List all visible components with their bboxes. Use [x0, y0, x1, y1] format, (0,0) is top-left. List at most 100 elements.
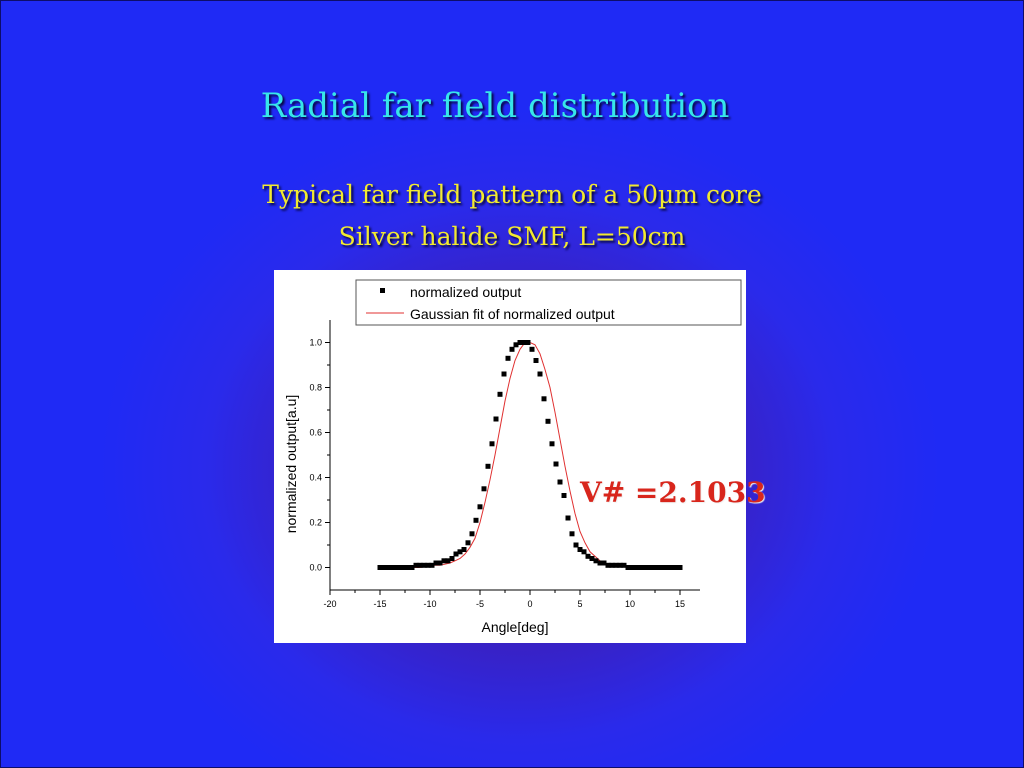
data-point — [445, 558, 451, 564]
data-point — [457, 549, 463, 555]
y-tick-label: 0.2 — [309, 518, 322, 528]
x-axis-label: Angle[deg] — [482, 619, 549, 635]
data-point — [409, 565, 415, 570]
data-point — [501, 371, 507, 377]
data-point — [393, 565, 399, 570]
data-point — [649, 565, 655, 570]
data-point — [473, 517, 479, 523]
data-point — [385, 565, 391, 570]
data-point — [537, 371, 543, 377]
data-point — [593, 558, 599, 564]
data-point — [481, 486, 487, 492]
data-point — [609, 562, 615, 568]
data-point — [509, 346, 515, 352]
data-point — [561, 493, 567, 498]
data-point — [525, 340, 531, 345]
y-tick-label: 0.8 — [309, 383, 322, 393]
data-point — [533, 358, 539, 363]
data-point — [485, 463, 491, 469]
data-point — [645, 565, 651, 570]
y-tick-label: 0.0 — [309, 563, 322, 573]
legend: normalized output Gaussian fit of normal… — [355, 279, 742, 326]
marker-layer — [377, 340, 683, 570]
data-point — [521, 340, 527, 345]
data-point — [377, 565, 383, 570]
data-point — [529, 346, 535, 352]
chart-panel: -20 -15 -10 -5 0 5 10 15 0.0 0.2 0.4 0.6 0.8 1.0 norm… — [274, 270, 746, 643]
data-point — [553, 461, 559, 467]
data-point — [677, 565, 683, 570]
legend-marker-swatch — [380, 288, 385, 293]
data-point — [461, 547, 467, 552]
data-point — [421, 562, 427, 568]
v-number-annotation: V# =2.1033 — [580, 476, 766, 509]
x-tick-label: 10 — [625, 599, 635, 609]
slide-subtitle-line2: Silver halide SMF, L=50cm — [338, 222, 686, 251]
data-point — [641, 565, 647, 570]
data-point — [617, 562, 623, 568]
data-point — [621, 562, 627, 568]
data-point — [469, 531, 475, 537]
data-point — [441, 558, 447, 564]
slide-subtitle-line1: Typical far field pattern of a 50µm core — [262, 180, 762, 209]
x-tick-label: 15 — [675, 599, 685, 609]
data-point — [449, 556, 455, 561]
y-tick-label: 0.6 — [309, 428, 322, 438]
data-point — [429, 562, 435, 568]
legend-box — [355, 279, 742, 326]
x-tick-label: 0 — [527, 599, 532, 609]
data-point — [581, 549, 587, 555]
data-point — [489, 441, 495, 447]
data-point — [637, 565, 643, 570]
data-point — [465, 540, 471, 546]
data-point — [661, 565, 667, 570]
data-point — [541, 396, 547, 402]
data-point — [601, 560, 607, 566]
data-point — [381, 565, 387, 570]
data-point — [557, 479, 563, 485]
data-point — [493, 416, 499, 422]
data-point — [633, 565, 639, 570]
data-point — [653, 565, 659, 570]
legend-label-fit: Gaussian fit of normalized output — [410, 306, 615, 322]
data-point — [597, 560, 603, 566]
data-point — [549, 441, 555, 447]
data-point — [437, 560, 443, 566]
far-field-chart: -20 -15 -10 -5 0 5 10 15 0.0 0.2 0.4 0.6 0.8 1.0 norm… — [283, 279, 742, 635]
data-point — [405, 565, 411, 570]
data-point — [625, 565, 631, 570]
data-point — [577, 547, 583, 552]
data-point — [413, 562, 419, 568]
y-axis-label: normalized output[a.u] — [283, 395, 299, 534]
data-point — [505, 355, 511, 361]
axes-layer: -20 -15 -10 -5 0 5 10 15 0.0 0.2 0.4 0.6 0.8 1.0 — [309, 320, 700, 609]
data-point — [613, 562, 619, 568]
data-point — [433, 560, 439, 566]
x-tick-label: -5 — [476, 599, 484, 609]
data-point — [389, 565, 395, 570]
data-point — [569, 531, 575, 537]
x-tick-label: -10 — [423, 599, 436, 609]
data-point — [545, 418, 551, 424]
data-point — [605, 562, 611, 568]
data-point — [657, 565, 663, 570]
data-point — [453, 551, 459, 557]
data-point — [417, 562, 423, 568]
y-tick-label: 0.4 — [309, 473, 322, 483]
fit-layer — [380, 342, 680, 568]
data-point — [477, 504, 483, 510]
data-point — [497, 391, 503, 397]
x-tick-label: -15 — [373, 599, 386, 609]
x-tick-label: 5 — [577, 599, 582, 609]
data-point — [425, 562, 431, 568]
x-tick-label: -20 — [323, 599, 336, 609]
data-point — [397, 565, 403, 570]
data-point — [585, 553, 591, 559]
data-point — [629, 565, 635, 570]
y-tick-label: 1.0 — [309, 338, 322, 348]
data-point — [669, 565, 675, 570]
data-point — [401, 565, 407, 570]
data-point — [665, 565, 671, 570]
legend-label-markers: normalized output — [410, 284, 521, 300]
data-point — [589, 556, 595, 561]
